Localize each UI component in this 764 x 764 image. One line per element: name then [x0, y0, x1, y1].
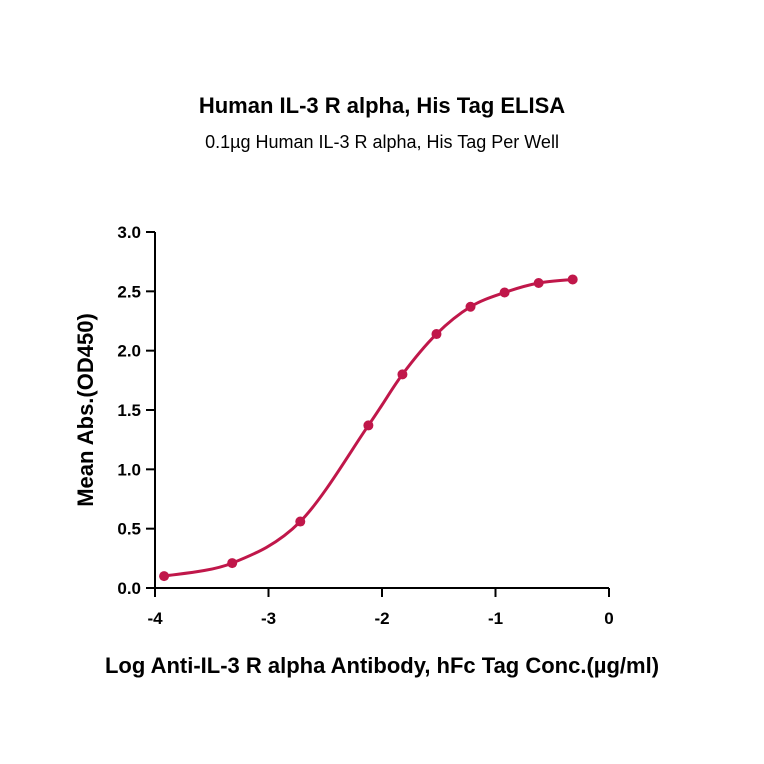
y-tick-label: 0.0: [117, 579, 141, 598]
data-point: [159, 571, 170, 582]
data-point: [363, 420, 374, 431]
y-tick-label: 2.0: [117, 342, 141, 361]
x-tick-label: -2: [374, 609, 389, 628]
chart-title: Human IL-3 R alpha, His Tag ELISA: [199, 93, 565, 118]
x-tick-label: -3: [261, 609, 276, 628]
y-axis-label: Mean Abs.(OD450): [73, 313, 98, 507]
y-tick-label: 2.5: [117, 282, 141, 301]
y-tick-label: 1.0: [117, 460, 141, 479]
x-tick-label: 0: [604, 609, 613, 628]
fit-curve: [163, 277, 573, 578]
x-axis-label: Log Anti-IL-3 R alpha Antibody, hFc Tag …: [105, 653, 659, 678]
y-tick-label: 3.0: [117, 223, 141, 242]
y-tick-label: 1.5: [117, 401, 141, 420]
x-tick-label: -4: [147, 609, 163, 628]
data-point: [465, 301, 476, 312]
x-tick-label: -1: [488, 609, 503, 628]
data-point: [397, 369, 408, 380]
data-point: [431, 329, 442, 340]
data-point: [295, 516, 306, 527]
data-point: [567, 274, 578, 285]
y-tick-label: 0.5: [117, 520, 141, 539]
fit-curve-layer: [163, 277, 573, 578]
chart-subtitle: 0.1µg Human IL-3 R alpha, His Tag Per We…: [205, 132, 559, 152]
axes: 0.0 0.5 1.0 1.5 2.0 2.5 3.0 -4 -3 -2 -1 0: [117, 223, 613, 628]
data-points: [159, 274, 578, 582]
data-point: [227, 558, 238, 569]
data-point: [533, 278, 544, 289]
data-point: [499, 287, 510, 298]
